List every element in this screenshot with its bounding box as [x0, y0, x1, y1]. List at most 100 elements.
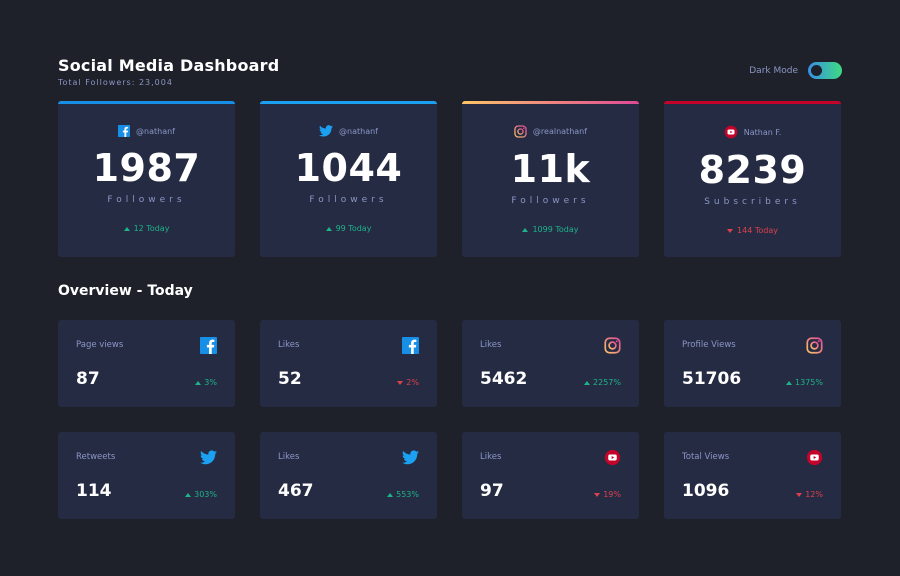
tile-change-value: 303%: [194, 490, 217, 499]
total-followers: Total Followers: 23,004: [58, 78, 173, 87]
tile-label: Retweets: [76, 452, 116, 462]
instagram-icon: [514, 125, 527, 138]
tile-label: Profile Views: [682, 340, 736, 350]
twitter-followers-card[interactable]: @nathanf 1044 Followers 99 Today: [260, 101, 437, 257]
subscriber-change-value: 144 Today: [737, 226, 778, 235]
card-handle: Nathan F.: [743, 127, 782, 137]
page-title: Social Media Dashboard: [58, 56, 280, 75]
dark-mode-control: Dark Mode: [749, 62, 842, 79]
tile-change: 553%: [387, 490, 419, 499]
tile-value: 114: [76, 481, 112, 501]
overview-tile-instagram-profile-views[interactable]: Profile Views 51706 1375%: [664, 320, 841, 407]
tile-value: 87: [76, 369, 100, 389]
instagram-followers-card[interactable]: @realnathanf 11k Followers 1099 Today: [462, 101, 639, 257]
card-handle-row: @nathanf: [58, 125, 235, 137]
arrow-up-icon: [325, 226, 332, 231]
follower-change-value: 99 Today: [335, 224, 372, 233]
follower-change: 1099 Today: [462, 225, 639, 234]
follower-cards: @nathanf 1987 Followers 12 Today @nathan…: [58, 101, 841, 257]
overview-grid: Page views 87 3% Likes 52 2% Likes 5462 …: [58, 320, 841, 519]
tile-change-value: 19%: [603, 490, 621, 499]
tile-change-value: 3%: [204, 378, 217, 387]
tile-change: 1375%: [786, 378, 823, 387]
tile-change: 19%: [594, 490, 621, 499]
youtube-icon: [724, 125, 738, 139]
subscriber-count: 8239: [698, 148, 807, 192]
tile-value: 97: [480, 481, 504, 501]
card-handle: @realnathanf: [532, 127, 588, 136]
overview-tile-youtube-likes[interactable]: Likes 97 19%: [462, 432, 639, 519]
tile-change: 303%: [185, 490, 217, 499]
dark-mode-toggle[interactable]: [808, 62, 842, 79]
twitter-icon: [200, 450, 217, 465]
tile-change: 3%: [195, 378, 217, 387]
card-handle-row: Nathan F.: [664, 125, 841, 139]
twitter-icon: [402, 450, 419, 465]
overview-tile-youtube-total-views[interactable]: Total Views 1096 12%: [664, 432, 841, 519]
facebook-icon: [118, 125, 131, 137]
card-accent-bar: [462, 101, 639, 104]
arrow-up-icon: [123, 226, 130, 231]
arrow-up-icon: [195, 380, 202, 385]
tile-label: Likes: [480, 452, 502, 462]
tile-label: Likes: [278, 340, 300, 350]
follower-label: Followers: [511, 196, 590, 206]
follower-change: 12 Today: [58, 224, 235, 233]
follower-count: 1987: [92, 146, 201, 190]
tile-change-value: 12%: [805, 490, 823, 499]
follower-change-value: 12 Today: [133, 224, 170, 233]
twitter-icon: [319, 125, 334, 137]
subscriber-label: Subscribers: [704, 197, 801, 207]
page-header: Social Media Dashboard Total Followers: …: [58, 56, 279, 87]
youtube-subscribers-card[interactable]: Nathan F. 8239 Subscribers 144 Today: [664, 101, 841, 257]
card-handle: @nathanf: [136, 126, 175, 136]
follower-label: Followers: [309, 195, 388, 205]
tile-change-value: 1375%: [795, 378, 823, 387]
overview-tile-facebook-likes[interactable]: Likes 52 2%: [260, 320, 437, 407]
tile-value: 5462: [480, 369, 528, 389]
dark-mode-label: Dark Mode: [749, 65, 798, 76]
arrow-up-icon: [786, 380, 793, 385]
facebook-icon: [200, 337, 217, 354]
tile-label: Page views: [76, 340, 124, 350]
tile-change: 2257%: [584, 378, 621, 387]
tile-label: Total Views: [682, 452, 730, 462]
tile-change-value: 2%: [406, 378, 419, 387]
overview-title: Overview - Today: [58, 283, 193, 299]
arrow-up-icon: [185, 492, 192, 497]
overview-tile-facebook-page-views[interactable]: Page views 87 3%: [58, 320, 235, 407]
card-handle-row: @nathanf: [260, 125, 437, 137]
overview-tile-twitter-retweets[interactable]: Retweets 114 303%: [58, 432, 235, 519]
arrow-up-icon: [584, 380, 591, 385]
subscriber-change: 144 Today: [664, 226, 841, 235]
card-accent-bar: [664, 101, 841, 104]
follower-count: 11k: [510, 147, 591, 191]
overview-tile-instagram-likes[interactable]: Likes 5462 2257%: [462, 320, 639, 407]
arrow-down-icon: [727, 228, 734, 233]
card-handle: @nathanf: [339, 126, 378, 136]
tile-value: 51706: [682, 369, 742, 389]
tile-label: Likes: [278, 452, 300, 462]
instagram-icon: [806, 337, 823, 354]
facebook-followers-card[interactable]: @nathanf 1987 Followers 12 Today: [58, 101, 235, 257]
youtube-icon: [806, 449, 823, 466]
tile-value: 52: [278, 369, 302, 389]
facebook-icon: [402, 337, 419, 354]
arrow-down-icon: [594, 492, 601, 497]
instagram-icon: [604, 337, 621, 354]
follower-label: Followers: [107, 195, 186, 205]
arrow-up-icon: [522, 227, 529, 232]
card-accent-bar: [260, 101, 437, 104]
youtube-icon: [604, 449, 621, 466]
follower-count: 1044: [294, 146, 403, 190]
tile-label: Likes: [480, 340, 502, 350]
tile-change: 2%: [397, 378, 419, 387]
tile-change-value: 2257%: [593, 378, 621, 387]
card-handle-row: @realnathanf: [462, 125, 639, 138]
tile-value: 467: [278, 481, 314, 501]
overview-tile-twitter-likes[interactable]: Likes 467 553%: [260, 432, 437, 519]
card-accent-bar: [58, 101, 235, 104]
tile-change-value: 553%: [396, 490, 419, 499]
arrow-down-icon: [796, 492, 803, 497]
arrow-up-icon: [387, 492, 394, 497]
